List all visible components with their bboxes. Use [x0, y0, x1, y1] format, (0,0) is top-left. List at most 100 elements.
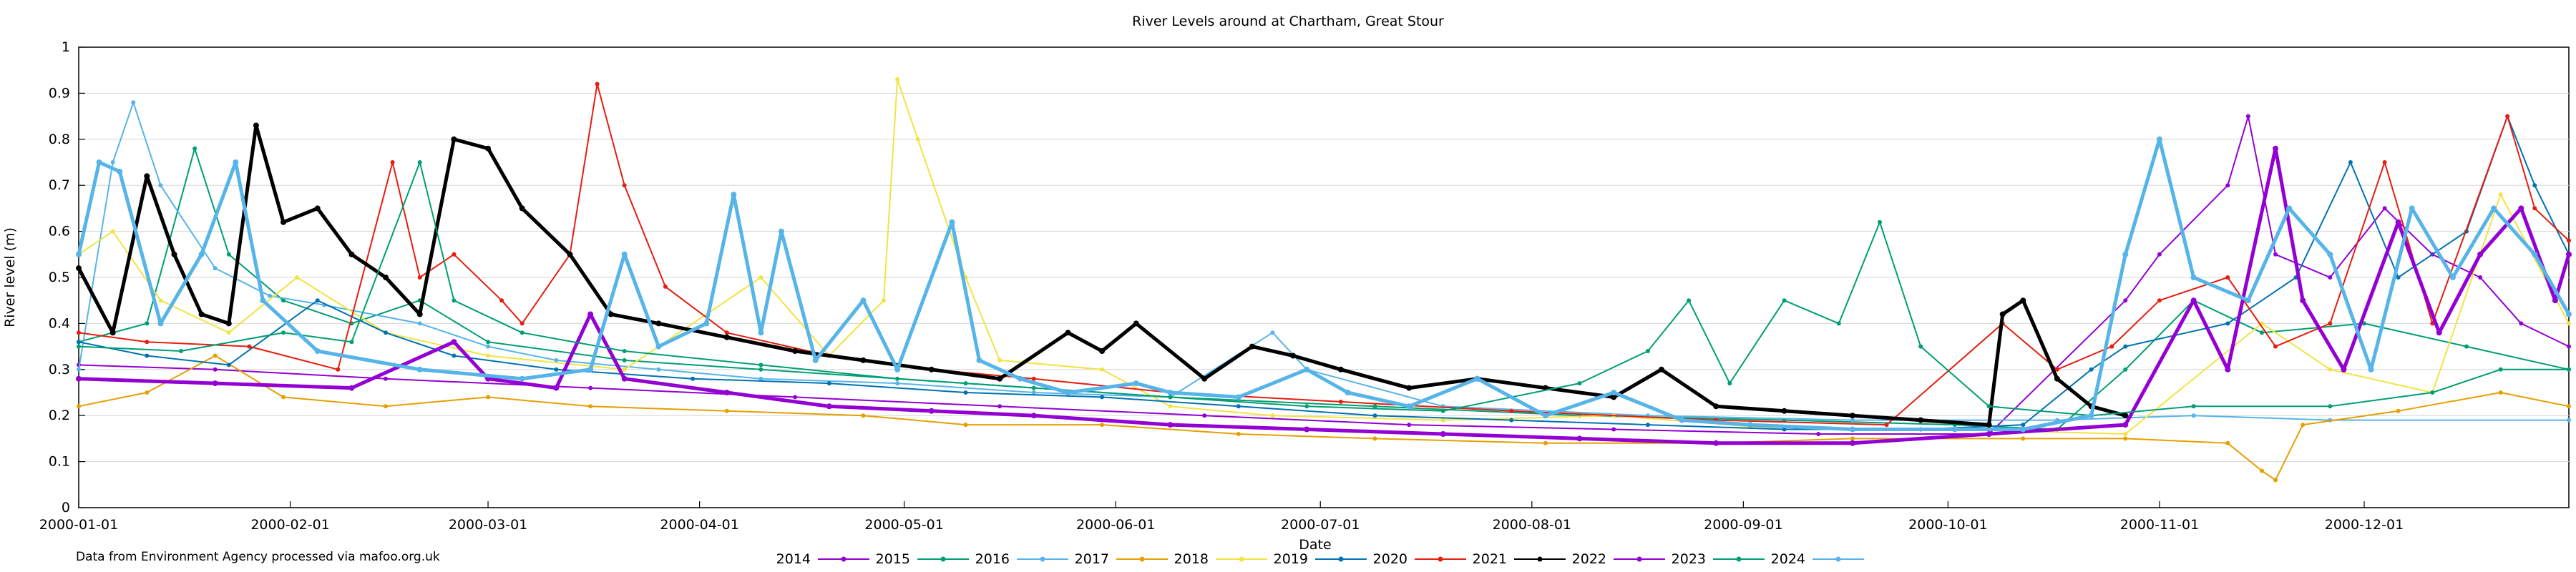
- data-point: [2054, 367, 2059, 372]
- y-tick-label: 0.9: [49, 85, 70, 101]
- data-point: [567, 251, 573, 257]
- data-point: [519, 321, 525, 326]
- legend-label-2014: 2014: [776, 551, 811, 567]
- data-point: [1577, 381, 1582, 386]
- data-point: [198, 251, 205, 257]
- data-point: [1168, 404, 1173, 409]
- data-point: [2518, 205, 2524, 212]
- data-point: [895, 77, 900, 82]
- series-2017: [77, 353, 2571, 483]
- data-point: [1100, 395, 1105, 400]
- data-point: [1372, 413, 1377, 418]
- data-point: [2498, 192, 2503, 197]
- data-point: [2532, 206, 2537, 211]
- data-point: [1167, 390, 1174, 395]
- data-point: [2245, 114, 2250, 119]
- data-point: [417, 160, 422, 164]
- data-point: [295, 275, 300, 280]
- data-point: [2225, 321, 2230, 326]
- data-point: [882, 298, 886, 303]
- data-point: [2273, 145, 2278, 152]
- series-line-2024: [77, 137, 2571, 431]
- data-point: [416, 311, 423, 317]
- data-point: [2567, 321, 2571, 326]
- data-point: [383, 275, 389, 280]
- data-point: [2089, 367, 2094, 372]
- data-point: [2273, 252, 2278, 257]
- data-point: [1918, 344, 1923, 349]
- data-point: [117, 168, 123, 174]
- data-point: [915, 137, 920, 142]
- data-point: [144, 173, 150, 179]
- legend-label-2016: 2016: [975, 551, 1010, 567]
- data-point: [1236, 404, 1241, 409]
- data-point: [949, 219, 955, 225]
- data-point: [622, 183, 627, 188]
- data-point: [2478, 275, 2483, 280]
- data-point: [2477, 251, 2484, 257]
- legend-label-2017: 2017: [1075, 551, 1109, 567]
- data-point: [1065, 330, 1071, 336]
- data-point: [76, 265, 82, 272]
- data-point: [595, 82, 600, 87]
- data-point: [192, 146, 197, 151]
- data-point: [963, 423, 968, 428]
- data-point: [1249, 343, 1255, 350]
- data-point: [758, 376, 763, 381]
- data-point: [2567, 367, 2571, 372]
- data-point: [793, 395, 798, 400]
- data-point: [2327, 251, 2333, 257]
- data-point: [997, 375, 1003, 382]
- data-point: [247, 344, 252, 349]
- data-point: [655, 320, 662, 327]
- data-point: [2021, 423, 2026, 428]
- data-point: [1304, 426, 1310, 433]
- y-tick-label: 0.1: [49, 454, 70, 470]
- x-tick-label: 2000-08-01: [1493, 517, 1571, 533]
- data-point: [587, 311, 594, 317]
- data-point: [76, 375, 82, 382]
- data-point: [554, 367, 559, 372]
- x-tick-label: 2000-12-01: [2325, 517, 2404, 533]
- y-tick-label: 0.7: [49, 177, 70, 193]
- data-point: [2190, 297, 2197, 304]
- data-point: [281, 298, 286, 303]
- data-point: [588, 404, 593, 409]
- data-point: [486, 344, 491, 349]
- data-point: [1031, 376, 1036, 381]
- data-point: [2225, 366, 2231, 373]
- data-point: [1065, 390, 1071, 395]
- data-point: [348, 251, 355, 257]
- data-point: [1031, 385, 1036, 390]
- data-point: [314, 205, 321, 212]
- data-point: [1100, 423, 1105, 428]
- data-point: [758, 275, 763, 280]
- data-point: [315, 298, 320, 303]
- data-point: [621, 251, 628, 257]
- data-point: [281, 330, 286, 335]
- data-point: [213, 266, 218, 271]
- data-point: [2436, 330, 2442, 336]
- data-point: [1849, 426, 1855, 433]
- data-point: [1099, 348, 1106, 354]
- data-point: [2498, 390, 2503, 395]
- data-point: [1304, 404, 1309, 409]
- data-point: [554, 358, 559, 363]
- data-point: [1133, 320, 1139, 327]
- data-point: [1201, 375, 1208, 382]
- data-point: [417, 275, 422, 280]
- data-point: [1951, 426, 1958, 433]
- series-layer: [76, 77, 2572, 483]
- data-point: [622, 367, 627, 372]
- data-point: [253, 122, 259, 129]
- x-tick-label: 2000-04-01: [660, 517, 738, 533]
- chart-title: River Levels around at Chartham, Great S…: [1132, 14, 1444, 29]
- data-point: [212, 380, 218, 387]
- legend-label-2020: 2020: [1373, 551, 1407, 567]
- data-point: [2409, 205, 2415, 212]
- data-point: [77, 330, 81, 335]
- data-point: [1406, 403, 1413, 410]
- data-point: [1727, 381, 1732, 386]
- data-point: [1509, 418, 1514, 423]
- series-2023: [77, 160, 2571, 418]
